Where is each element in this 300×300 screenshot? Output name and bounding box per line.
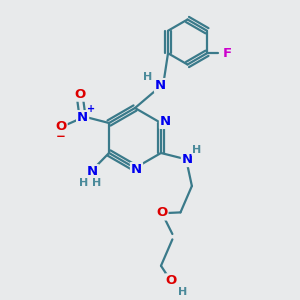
Text: H: H [80,178,89,188]
Text: N: N [77,111,88,124]
Text: H: H [143,72,152,82]
Text: F: F [223,47,232,60]
Text: O: O [166,274,177,287]
Text: O: O [156,206,167,220]
Text: +: + [87,104,95,114]
Text: H: H [178,287,188,297]
Text: O: O [56,119,67,133]
Text: N: N [131,163,142,176]
Text: O: O [75,88,86,101]
Text: −: − [56,130,65,143]
Text: H: H [92,178,102,188]
Text: N: N [87,165,98,178]
Text: N: N [155,79,166,92]
Text: H: H [192,145,202,155]
Text: N: N [182,153,193,166]
Text: N: N [160,115,171,128]
